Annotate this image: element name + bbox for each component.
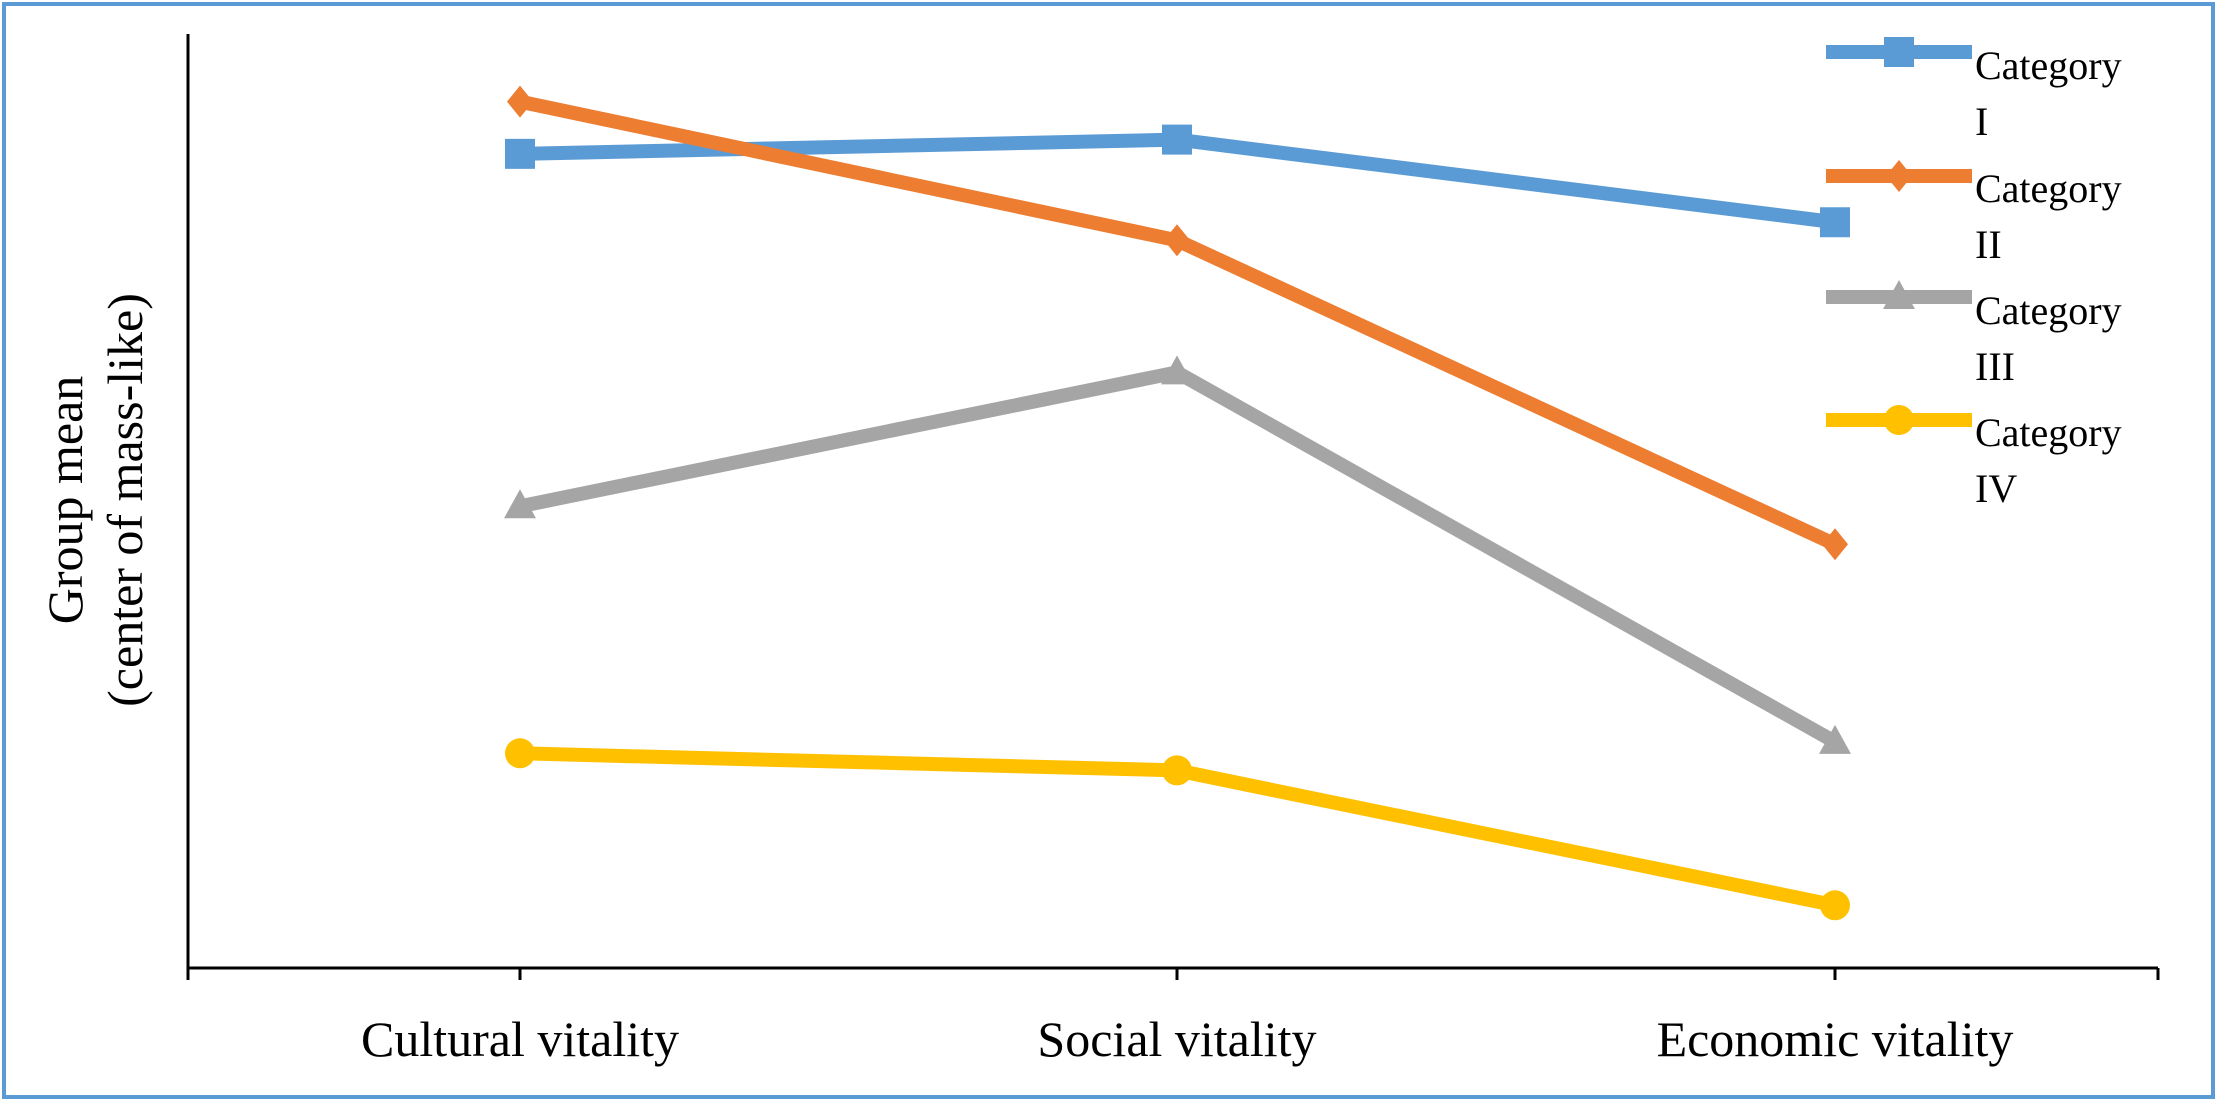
data-point-category-iii-social-vitality	[1161, 355, 1193, 385]
y-axis-subtitle: (center of mass-like)	[97, 293, 153, 707]
legend-marker-category-ii	[1886, 160, 1912, 192]
legend-entry-category-4: Category IV	[1975, 410, 2122, 511]
y-axis-title: Group mean	[37, 376, 93, 625]
data-point-category-iv-economic-vitality	[1820, 890, 1850, 921]
series-category-ii	[507, 85, 1848, 561]
x-tick-label-cultural: Cultural vitality	[361, 1011, 679, 1067]
legend-swatches	[1826, 37, 1972, 435]
x-tick-label-economic: Economic vitality	[1657, 1011, 2014, 1067]
data-point-category-iv-social-vitality	[1162, 755, 1192, 786]
data-point-category-i-cultural-vitality	[505, 138, 535, 169]
series-category-iv	[505, 738, 1850, 921]
legend-swatch-category-ii	[1826, 160, 1972, 192]
legend: Category I Category II Category III Cate…	[1826, 37, 2122, 511]
data-point-category-iii-cultural-vitality	[504, 489, 536, 519]
data-point-category-iv-cultural-vitality	[505, 738, 535, 769]
legend-entry-category-1: Category I	[1975, 43, 2122, 144]
series-layer	[504, 85, 1851, 921]
legend-marker-category-iv	[1884, 405, 1914, 435]
plot-area	[186, 34, 2160, 980]
legend-marker-category-i	[1884, 37, 1914, 67]
legend-entry-category-3: Category III	[1975, 288, 2122, 389]
legend-swatch-category-iv	[1826, 405, 1972, 435]
legend-label-category-2-line2: II	[1975, 222, 2002, 267]
legend-label-category-3: Category	[1975, 288, 2122, 333]
data-point-category-i-social-vitality	[1162, 124, 1192, 155]
x-tick-labels: Cultural vitality Social vitality Econom…	[361, 1011, 2013, 1067]
legend-label-category-1: Category	[1975, 43, 2122, 88]
legend-swatch-category-iii	[1826, 280, 1972, 309]
series-category-iii	[504, 355, 1851, 754]
data-point-category-ii-social-vitality	[1164, 224, 1190, 257]
legend-marker-category-iii	[1883, 280, 1915, 309]
data-point-category-iii-economic-vitality	[1819, 724, 1851, 754]
x-tick-label-social: Social vitality	[1037, 1011, 1316, 1067]
data-point-category-ii-cultural-vitality	[507, 85, 533, 118]
series-line-category-iii	[518, 365, 1839, 749]
x-ticks	[186, 968, 2160, 980]
legend-entry-category-2: Category II	[1975, 166, 2122, 267]
legend-label-category-4: Category	[1975, 410, 2122, 455]
data-point-category-i-economic-vitality	[1820, 207, 1850, 238]
legend-label-category-3-line2: III	[1975, 344, 2015, 389]
legend-swatch-category-i	[1826, 37, 1972, 67]
data-point-category-ii-economic-vitality	[1822, 528, 1848, 561]
series-line-category-ii	[518, 94, 1838, 551]
legend-label-category-2: Category	[1975, 166, 2122, 211]
legend-label-category-1-line2: I	[1975, 99, 1988, 144]
legend-label-category-4-line2: IV	[1975, 466, 2017, 511]
